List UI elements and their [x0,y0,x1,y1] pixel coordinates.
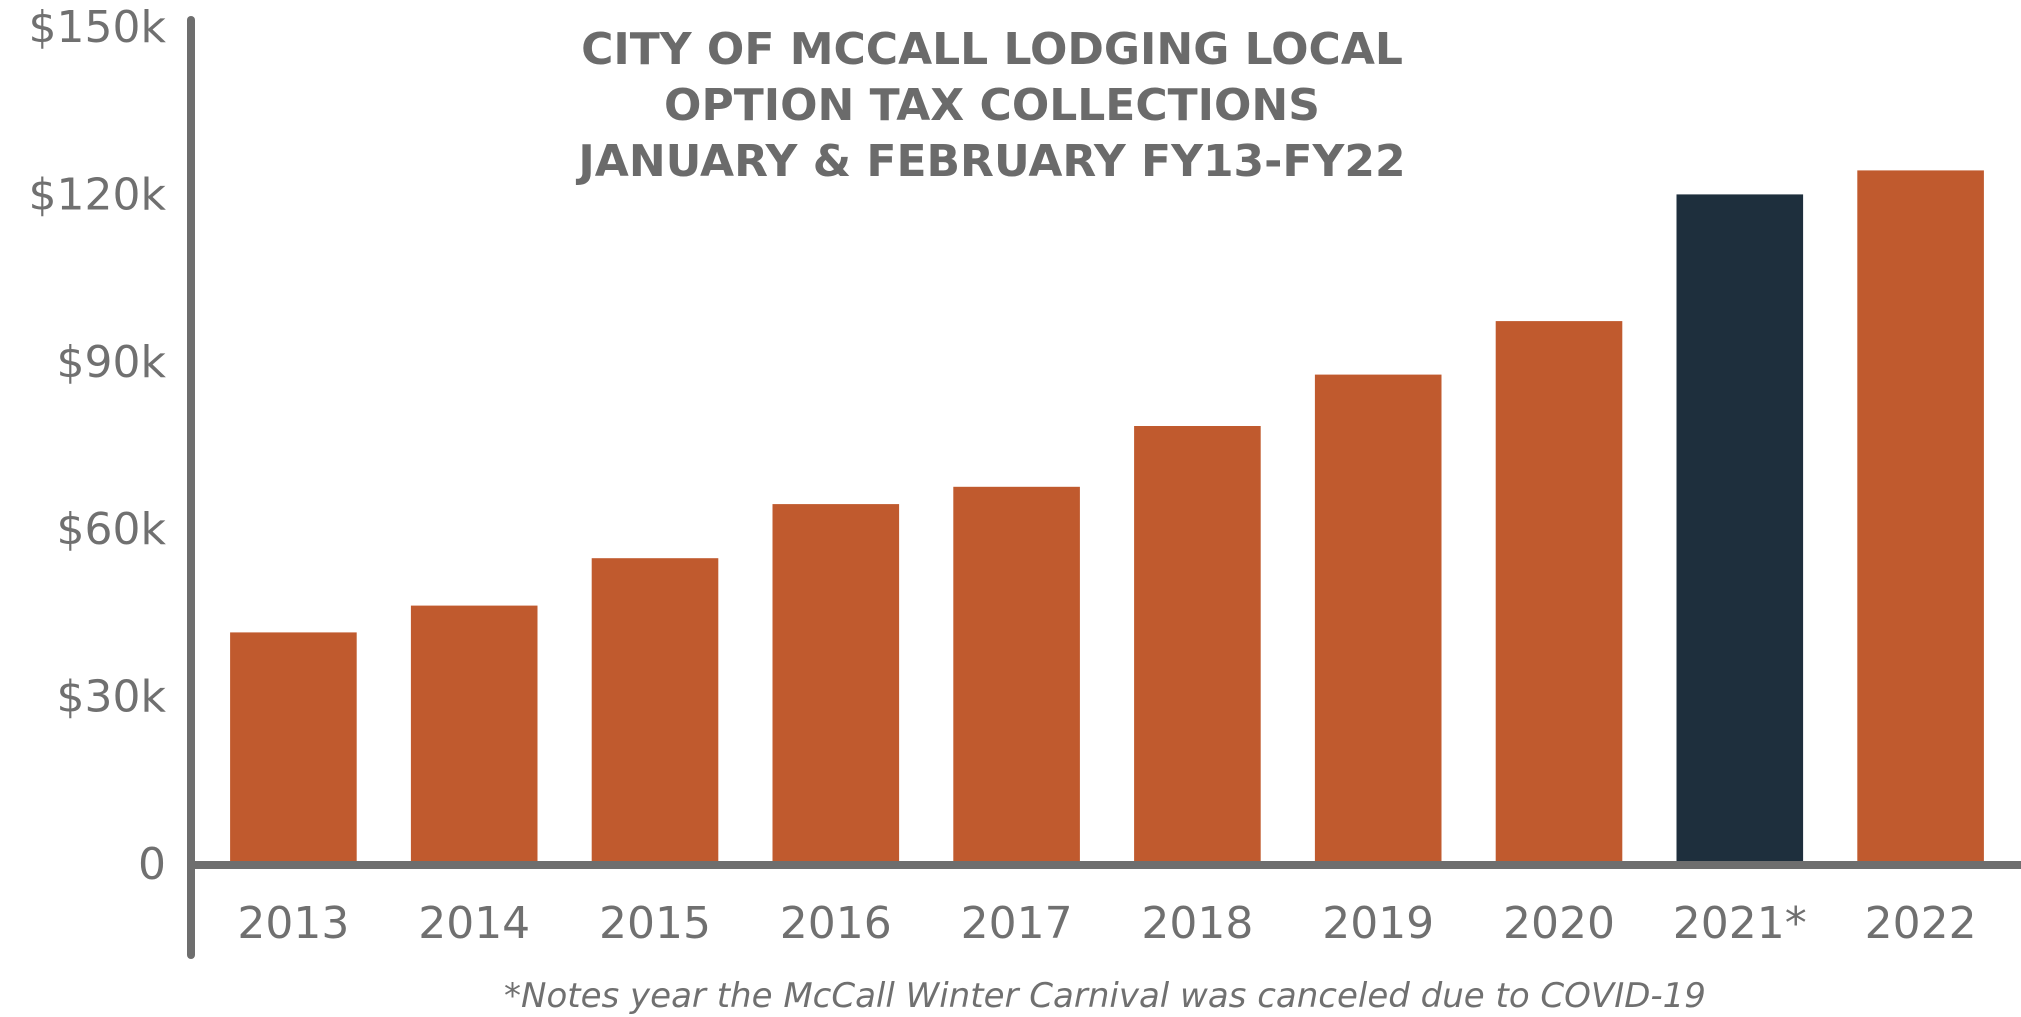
bar-2020 [1495,321,1623,865]
bar-2016 [772,504,900,864]
bars-layer [230,170,1984,865]
footnote: *Notes year the McCall Winter Carnival w… [504,976,1706,1016]
bar-2013 [230,632,357,864]
bar-2018 [1134,426,1261,864]
chart-title-line-3: JANUARY & FEBRUARY FY13-FY22 [575,136,1405,187]
x-tick-label: 2020 [1503,898,1615,949]
chart-title-line-2: OPTION TAX COLLECTIONS [664,80,1320,131]
x-tick-label: 2015 [599,898,711,949]
y-tick-label: $90k [57,337,167,388]
y-tick-label: $120k [29,169,167,220]
bar-2014 [410,605,538,864]
bar-2015 [591,558,719,864]
x-tick-label: 2014 [418,898,530,949]
bar-2019 [1314,374,1442,864]
x-tick-label: 2016 [780,898,892,949]
x-tick-label: 2021* [1673,898,1807,949]
bar-2022 [1857,170,1984,864]
x-tick-label: 2013 [237,898,349,949]
bar-2017 [953,486,1080,864]
x-tick-label: 2022 [1865,898,1977,949]
bar-2021 [1676,194,1804,864]
x-tick-label: 2017 [961,898,1073,949]
y-tick-label: 0 [138,839,166,890]
y-tick-label: $60k [57,504,167,555]
x-tick-labels: 2013 2014 2015 2016 2017 2018 2019 2020 2021* 202… [237,898,1976,949]
y-tick-labels: 0 $30k $60k $90k $120k $150k [29,2,167,890]
chart-title: CITY OF MCCALL LODGING LOCAL OPTION TAX … [575,24,1405,187]
y-tick-label: $150k [29,2,167,53]
axes-layer [187,16,2021,959]
x-tick-label: 2018 [1141,898,1253,949]
x-tick-label: 2019 [1322,898,1434,949]
chart-title-line-1: CITY OF MCCALL LODGING LOCAL [581,24,1403,75]
y-tick-label: $30k [57,672,167,723]
